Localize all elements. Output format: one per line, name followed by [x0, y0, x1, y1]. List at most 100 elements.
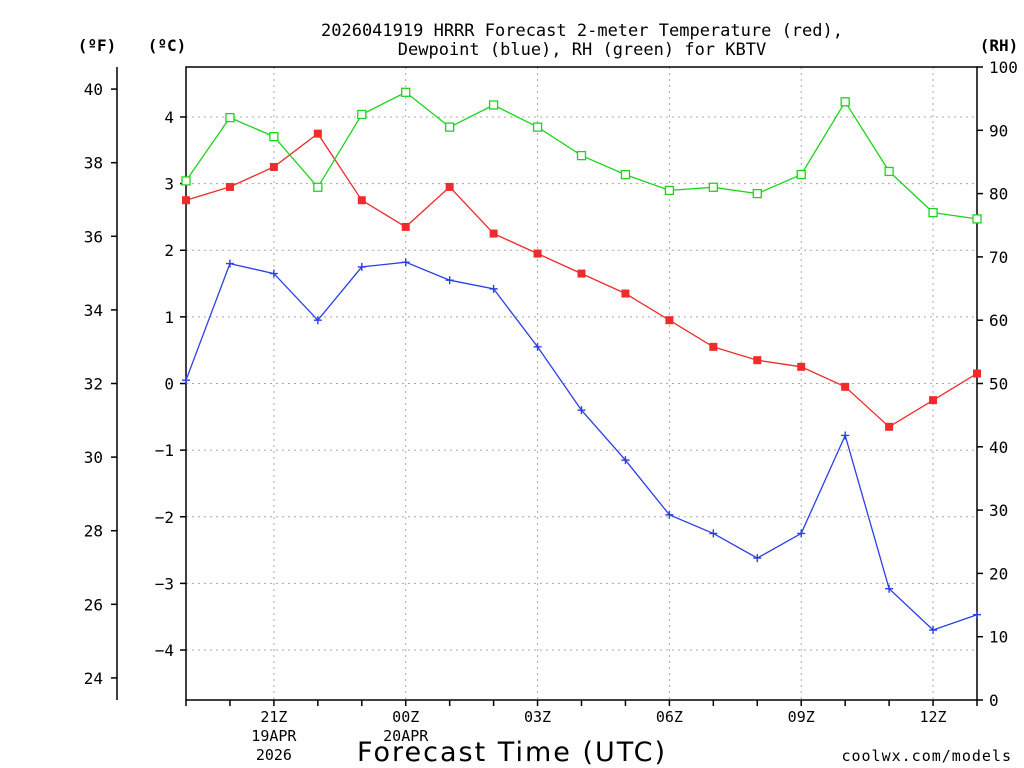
credit-text: coolwx.com/models	[841, 747, 1012, 765]
rh-tick-label: 90	[989, 121, 1008, 140]
temperature-point	[225, 182, 234, 191]
rh-point	[620, 169, 631, 180]
fahrenheit-tick-label: 40	[84, 80, 103, 99]
dewpoint-point	[269, 269, 278, 278]
dewpoint-point	[709, 529, 718, 538]
dewpoint-point	[885, 584, 894, 593]
dewpoint-point	[445, 276, 454, 285]
temperature-point	[401, 222, 410, 231]
fahrenheit-tick-label: 36	[84, 227, 103, 246]
dewpoint-point	[929, 626, 938, 635]
fahrenheit-tick-label: 30	[84, 448, 103, 467]
celsius-tick-label: 1	[164, 308, 174, 327]
x-tick-label: 00Z	[392, 708, 419, 726]
temperature-point	[621, 289, 630, 298]
celsius-tick-label: −1	[155, 441, 174, 460]
dewpoint-point	[621, 456, 630, 465]
x-tick-label: 09Z	[788, 708, 815, 726]
celsius-tick-label: 2	[164, 241, 174, 260]
temperature-point	[445, 182, 454, 191]
celsius-tick-label: 4	[164, 108, 174, 127]
grid-lines	[186, 67, 977, 700]
temperature-line	[185, 132, 978, 428]
rh-tick-label: 0	[989, 691, 999, 710]
dewpoint-point	[489, 284, 498, 293]
chart-axes: 242628303234363840−4−3−2−101234010203040…	[84, 58, 1018, 764]
dewpoint-point	[313, 316, 322, 325]
celsius-tick-label: −2	[155, 508, 174, 527]
rh-point	[664, 185, 675, 196]
x-tick-label: 06Z	[656, 708, 683, 726]
dewpoint-point	[665, 510, 674, 519]
x-axis-title: Forecast Time (UTC)	[357, 737, 667, 768]
rh-point	[708, 182, 718, 192]
rh-point	[928, 207, 938, 218]
temperature-point	[269, 162, 278, 171]
dewpoint-point	[225, 259, 234, 268]
x-tick-label: 21Z	[260, 708, 287, 726]
temperature-point	[753, 356, 762, 365]
dewpoint-point	[753, 554, 762, 563]
rh-point	[752, 188, 762, 199]
rh-point	[225, 112, 235, 123]
temperature-point	[182, 196, 190, 205]
temperature-point	[929, 396, 938, 405]
temperature-point	[797, 362, 806, 371]
rh-tick-label: 20	[989, 564, 1008, 583]
rh-point	[840, 97, 850, 107]
temperature-point	[665, 316, 674, 325]
x-tick-sublabel: 19APR	[251, 727, 297, 745]
dewpoint-point	[357, 262, 366, 271]
fahrenheit-tick-label: 24	[84, 669, 103, 688]
rh-tick-label: 100	[989, 58, 1018, 77]
rh-tick-label: 30	[989, 501, 1008, 520]
temperature-point	[357, 196, 366, 205]
celsius-tick-label: −4	[155, 641, 174, 660]
rh-point	[357, 109, 367, 120]
rh-tick-label: 60	[989, 311, 1008, 330]
fahrenheit-tick-label: 34	[84, 301, 103, 320]
rh-tick-label: 10	[989, 628, 1008, 647]
celsius-tick-label: 0	[164, 375, 174, 394]
fahrenheit-tick-label: 28	[84, 522, 103, 541]
rh-unit-label: (RH)	[980, 36, 1019, 55]
celsius-unit-label: (ºC)	[148, 36, 187, 55]
temperature-point	[313, 129, 322, 138]
fahrenheit-tick-label: 38	[84, 154, 103, 173]
rh-tick-label: 80	[989, 185, 1008, 204]
chart-title-line-1: 2026041919 HRRR Forecast 2-meter Tempera…	[321, 21, 843, 41]
temperature-point	[489, 229, 498, 238]
chart-title-line-2: Dewpoint (blue), RH (green) for KBTV	[398, 40, 766, 60]
temperature-point	[973, 369, 981, 378]
rh-point	[884, 166, 894, 177]
fahrenheit-tick-label: 32	[84, 375, 103, 394]
rh-point	[401, 87, 411, 97]
dewpoint-point	[577, 406, 586, 415]
x-tick-sublabel: 2026	[256, 746, 292, 764]
dewpoint-point	[973, 610, 981, 619]
rh-point	[532, 122, 543, 132]
temperature-point	[841, 382, 850, 391]
x-tick-label: 03Z	[524, 708, 551, 726]
x-tick-sublabel: 20APR	[383, 727, 429, 745]
temperature-point	[577, 269, 586, 278]
rh-point	[796, 169, 806, 180]
temperature-point	[885, 422, 894, 431]
rh-point	[488, 100, 499, 110]
temperature-point	[709, 342, 718, 351]
dewpoint-point	[841, 431, 850, 440]
dewpoint-point	[401, 258, 410, 267]
rh-tick-label: 50	[989, 375, 1008, 394]
rh-point	[269, 131, 279, 142]
data-series	[181, 87, 982, 635]
dewpoint-point	[533, 342, 542, 351]
x-tick-label: 12Z	[920, 708, 947, 726]
dewpoint-line	[185, 261, 978, 631]
rh-point	[445, 122, 455, 132]
dewpoint-point	[182, 376, 190, 385]
rh-tick-label: 40	[989, 438, 1008, 457]
rh-tick-label: 70	[989, 248, 1008, 267]
celsius-tick-label: −3	[155, 574, 174, 593]
dewpoint-point	[797, 529, 806, 538]
celsius-tick-label: 3	[164, 175, 174, 194]
